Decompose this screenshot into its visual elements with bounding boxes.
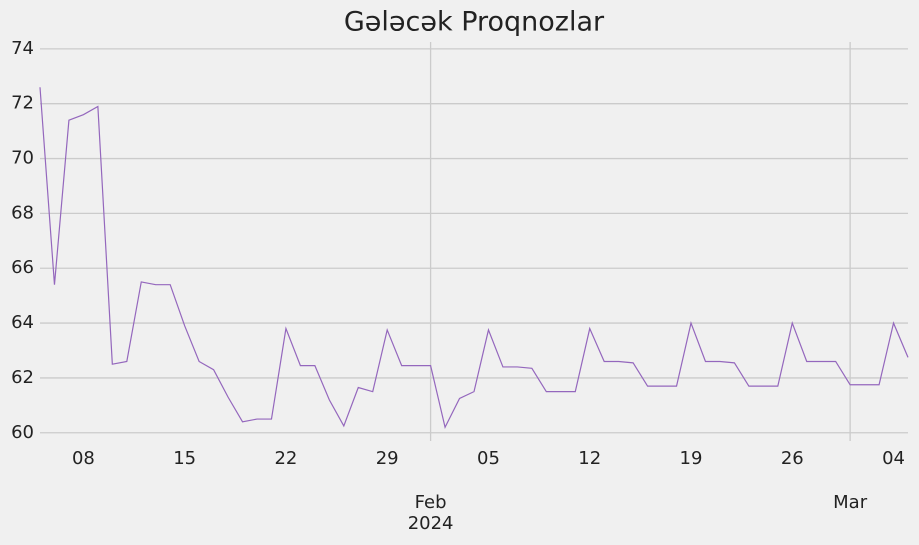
line-series xyxy=(39,87,909,430)
y-tick-label: 66 xyxy=(11,257,34,278)
x-major-tick-label: Mar xyxy=(833,492,868,513)
x-tick-label: 15 xyxy=(173,448,196,469)
x-tick-label: 08 xyxy=(72,448,95,469)
x-tick-label: 26 xyxy=(781,448,804,469)
x-tick-label: 05 xyxy=(477,448,500,469)
y-tick-label: 60 xyxy=(11,422,34,443)
x-tick-label: 29 xyxy=(376,448,399,469)
y-tick-label: 72 xyxy=(11,93,34,114)
y-tick-label: 70 xyxy=(11,148,34,169)
x-tick-label: 04 xyxy=(882,448,905,469)
x-major-tick-label: Feb xyxy=(415,492,447,513)
x-tick-label: 22 xyxy=(274,448,297,469)
chart-title: Gələcək Proqnozlar xyxy=(344,7,605,38)
y-tick-label: 68 xyxy=(11,202,34,223)
y-tick-label: 64 xyxy=(11,312,34,333)
y-tick-label: 62 xyxy=(11,367,34,388)
x-tick-label: 12 xyxy=(578,448,601,469)
y-tick-label: 74 xyxy=(11,38,34,59)
x-tick-label: 19 xyxy=(680,448,703,469)
x-year-label: 2024 xyxy=(408,513,454,534)
